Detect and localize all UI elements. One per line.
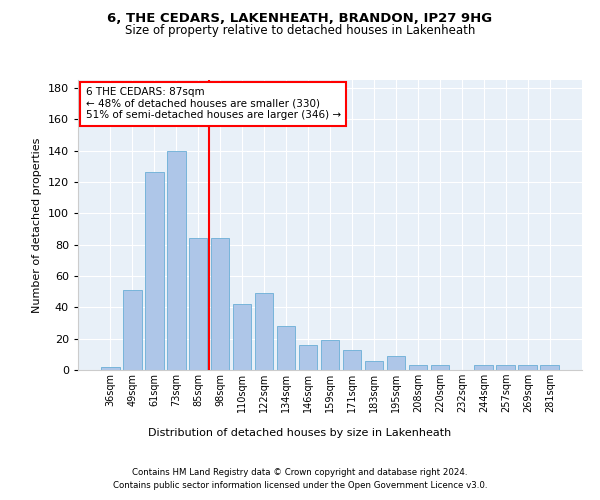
Text: Size of property relative to detached houses in Lakenheath: Size of property relative to detached ho… xyxy=(125,24,475,37)
Text: Contains public sector information licensed under the Open Government Licence v3: Contains public sector information licen… xyxy=(113,480,487,490)
Bar xyxy=(386,356,405,370)
Bar xyxy=(320,340,340,370)
Y-axis label: Number of detached properties: Number of detached properties xyxy=(32,138,42,312)
Text: Distribution of detached houses by size in Lakenheath: Distribution of detached houses by size … xyxy=(148,428,452,438)
Bar xyxy=(145,172,164,370)
Bar xyxy=(189,238,208,370)
Bar xyxy=(255,293,274,370)
Bar xyxy=(277,326,295,370)
Text: 6 THE CEDARS: 87sqm
← 48% of detached houses are smaller (330)
51% of semi-detac: 6 THE CEDARS: 87sqm ← 48% of detached ho… xyxy=(86,87,341,120)
Bar xyxy=(518,366,537,370)
Bar xyxy=(431,366,449,370)
Bar xyxy=(123,290,142,370)
Bar xyxy=(496,366,515,370)
Text: 6, THE CEDARS, LAKENHEATH, BRANDON, IP27 9HG: 6, THE CEDARS, LAKENHEATH, BRANDON, IP27… xyxy=(107,12,493,26)
Bar xyxy=(409,366,427,370)
Bar xyxy=(167,150,185,370)
Text: Contains HM Land Registry data © Crown copyright and database right 2024.: Contains HM Land Registry data © Crown c… xyxy=(132,468,468,477)
Bar xyxy=(343,350,361,370)
Bar xyxy=(365,360,383,370)
Bar xyxy=(101,367,119,370)
Bar xyxy=(211,238,229,370)
Bar xyxy=(233,304,251,370)
Bar xyxy=(541,366,559,370)
Bar xyxy=(299,345,317,370)
Bar xyxy=(475,366,493,370)
